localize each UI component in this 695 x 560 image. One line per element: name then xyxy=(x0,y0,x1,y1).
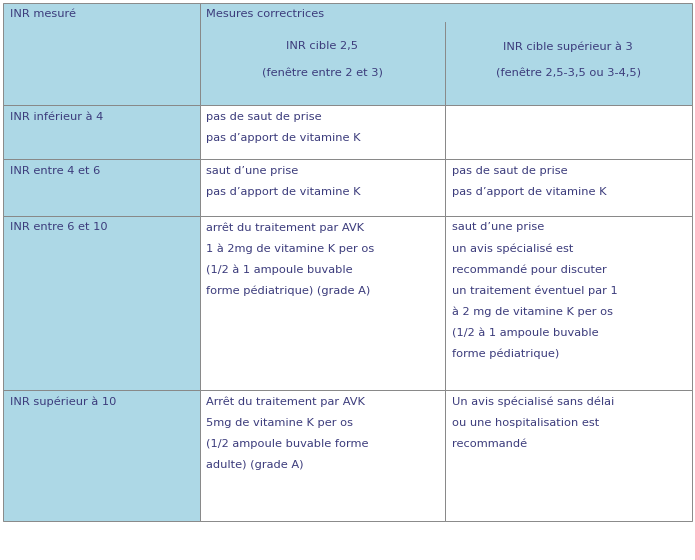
Text: saut d’une prise: saut d’une prise xyxy=(452,222,544,232)
Text: (fenêtre 2,5-3,5 ou 3-4,5): (fenêtre 2,5-3,5 ou 3-4,5) xyxy=(496,68,641,78)
Text: Arrêt du traitement par AVK: Arrêt du traitement par AVK xyxy=(206,397,366,408)
Text: ou une hospitalisation est: ou une hospitalisation est xyxy=(452,418,599,428)
Text: INR inférieur à 4: INR inférieur à 4 xyxy=(10,112,104,122)
Text: pas de saut de prise: pas de saut de prise xyxy=(452,166,568,176)
Bar xyxy=(199,105,445,159)
Bar xyxy=(445,390,692,521)
Text: pas d’apport de vitamine K: pas d’apport de vitamine K xyxy=(206,187,361,197)
Text: 5mg de vitamine K per os: 5mg de vitamine K per os xyxy=(206,418,354,428)
Bar xyxy=(445,216,692,390)
Text: INR cible 2,5: INR cible 2,5 xyxy=(286,41,359,51)
Bar xyxy=(445,159,692,216)
Bar xyxy=(3,390,199,521)
Bar xyxy=(3,159,199,216)
Text: pas de saut de prise: pas de saut de prise xyxy=(206,112,322,122)
Text: pas d’apport de vitamine K: pas d’apport de vitamine K xyxy=(452,187,607,197)
Bar xyxy=(199,390,445,521)
Text: forme pédiatrique): forme pédiatrique) xyxy=(452,349,559,360)
Text: INR cible supérieur à 3: INR cible supérieur à 3 xyxy=(503,41,633,52)
Text: (fenêtre entre 2 et 3): (fenêtre entre 2 et 3) xyxy=(262,68,383,78)
Bar xyxy=(445,105,692,159)
Text: arrêt du traitement par AVK: arrêt du traitement par AVK xyxy=(206,222,364,233)
Text: pas d’apport de vitamine K: pas d’apport de vitamine K xyxy=(206,133,361,143)
Text: INR entre 4 et 6: INR entre 4 et 6 xyxy=(10,166,101,176)
Bar xyxy=(3,216,199,390)
Text: à 2 mg de vitamine K per os: à 2 mg de vitamine K per os xyxy=(452,307,613,317)
Text: INR supérieur à 10: INR supérieur à 10 xyxy=(10,397,117,408)
Text: Mesures correctrices: Mesures correctrices xyxy=(206,10,325,20)
Text: forme pédiatrique) (grade A): forme pédiatrique) (grade A) xyxy=(206,286,370,296)
Bar xyxy=(199,159,445,216)
Text: (1/2 à 1 ampoule buvable: (1/2 à 1 ampoule buvable xyxy=(206,264,353,275)
Bar xyxy=(3,105,199,159)
Text: adulte) (grade A): adulte) (grade A) xyxy=(206,460,304,470)
Text: recommandé: recommandé xyxy=(452,439,528,449)
Text: INR entre 6 et 10: INR entre 6 et 10 xyxy=(10,222,108,232)
Text: 1 à 2mg de vitamine K per os: 1 à 2mg de vitamine K per os xyxy=(206,244,375,254)
Text: INR mesuré: INR mesuré xyxy=(10,10,76,20)
Bar xyxy=(199,3,692,105)
Text: (1/2 ampoule buvable forme: (1/2 ampoule buvable forme xyxy=(206,439,369,449)
Text: saut d’une prise: saut d’une prise xyxy=(206,166,299,176)
Text: (1/2 à 1 ampoule buvable: (1/2 à 1 ampoule buvable xyxy=(452,328,598,338)
Text: un traitement éventuel par 1: un traitement éventuel par 1 xyxy=(452,286,618,296)
Bar xyxy=(3,3,199,105)
Text: Un avis spécialisé sans délai: Un avis spécialisé sans délai xyxy=(452,397,614,408)
Text: un avis spécialisé est: un avis spécialisé est xyxy=(452,244,573,254)
Text: recommandé pour discuter: recommandé pour discuter xyxy=(452,264,607,275)
Bar xyxy=(199,216,445,390)
